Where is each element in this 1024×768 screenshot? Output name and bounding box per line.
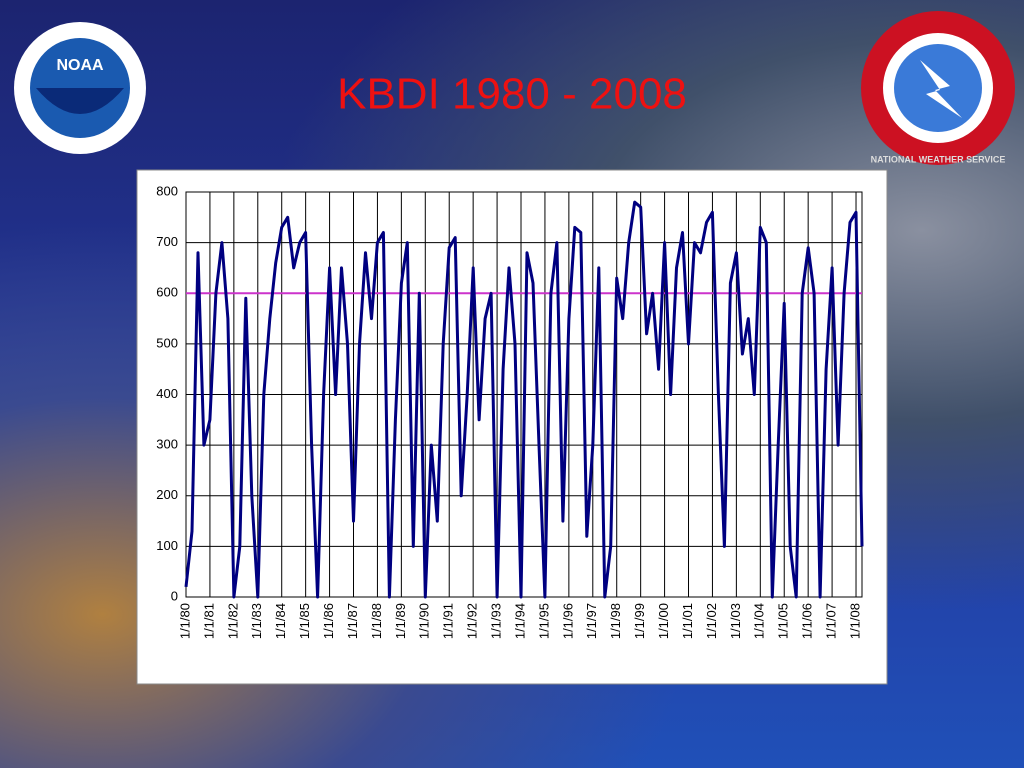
x-tick-label: 1/1/06 — [800, 603, 815, 639]
noaa-logo: NOAA — [14, 22, 146, 154]
x-tick-label: 1/1/03 — [728, 603, 743, 639]
x-tick-label: 1/1/04 — [752, 603, 767, 639]
x-tick-label: 1/1/90 — [417, 603, 432, 639]
x-tick-label: 1/1/89 — [393, 603, 408, 639]
logo-text: NATIONAL WEATHER SERVICE — [871, 154, 1006, 164]
logo-band — [861, 11, 1015, 165]
x-tick-label: 1/1/81 — [201, 603, 216, 639]
y-tick-label: 700 — [156, 234, 178, 249]
y-tick-label: 600 — [156, 285, 178, 300]
x-tick-label: 1/1/93 — [489, 603, 504, 639]
x-tick-label: 1/1/92 — [465, 603, 480, 639]
x-tick-label: 1/1/84 — [273, 603, 288, 639]
logo-disc — [894, 44, 982, 132]
x-tick-label: 1/1/99 — [632, 603, 647, 639]
x-tick-label: 1/1/00 — [656, 603, 671, 639]
x-tick-label: 1/1/85 — [297, 603, 312, 639]
x-tick-label: 1/1/95 — [536, 603, 551, 639]
x-tick-label: 1/1/96 — [560, 603, 575, 639]
y-tick-label: 200 — [156, 487, 178, 502]
x-tick-label: 1/1/86 — [321, 603, 336, 639]
y-tick-label: 400 — [156, 386, 178, 401]
x-tick-label: 1/1/83 — [249, 603, 264, 639]
logo-text: NOAA — [56, 57, 104, 74]
x-tick-label: 1/1/01 — [680, 603, 695, 639]
x-tick-label: 1/1/07 — [824, 603, 839, 639]
x-tick-label: 1/1/80 — [177, 603, 192, 639]
x-tick-label: 1/1/82 — [225, 603, 240, 639]
logo-sea — [36, 88, 124, 114]
x-tick-label: 1/1/94 — [512, 603, 527, 639]
x-tick-label: 1/1/87 — [345, 603, 360, 639]
x-tick-label: 1/1/88 — [369, 603, 384, 639]
y-tick-label: 800 — [156, 183, 178, 198]
x-tick-label: 1/1/05 — [776, 603, 791, 639]
chart-title: KBDI 1980 - 2008 — [337, 70, 687, 119]
x-tick-label: 1/1/97 — [584, 603, 599, 639]
x-tick-label: 1/1/08 — [847, 603, 862, 639]
y-tick-label: 0 — [171, 588, 178, 603]
data-line — [184, 200, 864, 599]
y-tick-label: 300 — [156, 437, 178, 452]
y-tick-label: 100 — [156, 538, 178, 553]
plot: 0 100 200 300 400 500 600 700 800 1/1/80 1/1/81 1/1… — [156, 183, 864, 639]
x-tick-label: 1/1/98 — [608, 603, 623, 639]
logo-bolt — [920, 60, 962, 118]
x-tick-label: 1/1/91 — [441, 603, 456, 639]
y-tick-label: 500 — [156, 335, 178, 350]
x-tick-label: 1/1/02 — [704, 603, 719, 639]
nws-logo: NATIONAL WEATHER SERVICE — [861, 11, 1015, 165]
